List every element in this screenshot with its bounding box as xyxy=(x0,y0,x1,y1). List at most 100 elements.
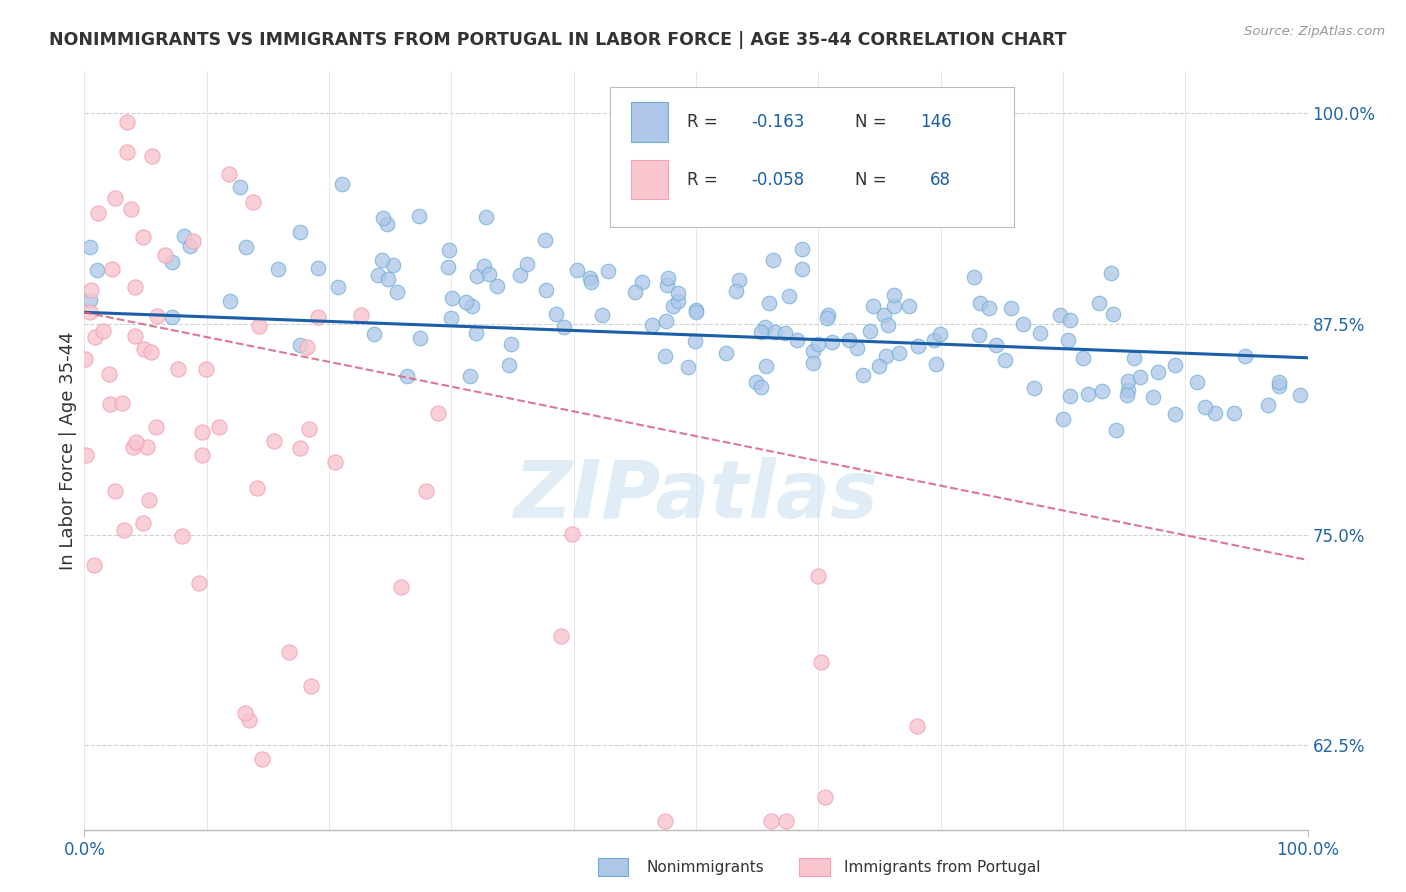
Point xyxy=(104,191,127,205)
Point xyxy=(458,368,481,383)
Point xyxy=(883,288,905,302)
Point xyxy=(654,314,676,328)
Point xyxy=(887,346,910,360)
Point xyxy=(977,301,1000,315)
Point xyxy=(377,217,399,231)
Point xyxy=(758,296,780,310)
Point xyxy=(456,294,478,309)
Point xyxy=(101,261,124,276)
Point xyxy=(591,308,613,322)
Point xyxy=(191,448,214,462)
Point xyxy=(662,299,685,313)
Point xyxy=(553,320,575,334)
Point xyxy=(1267,379,1289,393)
Point xyxy=(963,270,986,285)
Point xyxy=(561,527,583,541)
Point xyxy=(924,357,946,371)
Point xyxy=(426,406,449,420)
Text: NONIMMIGRANTS VS IMMIGRANTS FROM PORTUGAL IN LABOR FORCE | AGE 35-44 CORRELATION: NONIMMIGRANTS VS IMMIGRANTS FROM PORTUGA… xyxy=(49,31,1067,49)
Point xyxy=(801,356,824,370)
Point xyxy=(218,167,240,181)
Point xyxy=(307,260,329,275)
Point xyxy=(86,263,108,277)
Point xyxy=(1071,351,1094,365)
Point xyxy=(1012,318,1035,332)
Point xyxy=(267,262,290,277)
Point xyxy=(1122,351,1144,366)
Point xyxy=(533,233,555,247)
Text: Nonimmigrants: Nonimmigrants xyxy=(647,860,765,874)
Point xyxy=(75,448,97,462)
Point xyxy=(654,349,676,363)
Point xyxy=(728,273,751,287)
Point xyxy=(1187,375,1209,389)
Point xyxy=(792,261,814,276)
Point xyxy=(155,248,177,262)
Text: N =: N = xyxy=(855,170,887,189)
Point xyxy=(499,337,522,351)
Point xyxy=(498,358,520,372)
Point xyxy=(382,258,405,272)
Point xyxy=(596,263,619,277)
Point xyxy=(821,335,844,350)
Point xyxy=(298,422,321,436)
Point xyxy=(778,289,800,303)
Point xyxy=(141,148,163,162)
Point xyxy=(437,260,460,274)
Text: Source: ZipAtlas.com: Source: ZipAtlas.com xyxy=(1244,25,1385,38)
Point xyxy=(1028,326,1050,341)
Point xyxy=(685,304,707,318)
Point xyxy=(135,440,157,454)
Point xyxy=(124,280,146,294)
Point xyxy=(676,359,699,374)
Point xyxy=(516,258,538,272)
Point xyxy=(195,361,218,376)
Point xyxy=(852,368,875,382)
Point xyxy=(877,318,900,333)
Point xyxy=(1000,301,1022,315)
Point xyxy=(714,346,737,360)
Point xyxy=(125,434,148,449)
Point xyxy=(862,299,884,313)
Point xyxy=(1142,390,1164,404)
Point xyxy=(288,441,311,455)
Point xyxy=(907,719,929,733)
Point xyxy=(478,268,501,282)
Point xyxy=(814,789,837,804)
Point xyxy=(544,307,567,321)
Point xyxy=(131,516,153,530)
Point xyxy=(1099,266,1122,280)
Point xyxy=(112,523,135,537)
Point xyxy=(79,305,101,319)
Point xyxy=(641,318,664,332)
Point xyxy=(461,299,484,313)
Point xyxy=(87,206,110,220)
Text: R =: R = xyxy=(688,170,718,189)
Point xyxy=(464,326,486,340)
Point xyxy=(233,706,256,720)
Text: -0.058: -0.058 xyxy=(751,170,804,189)
Point xyxy=(238,713,260,727)
Point xyxy=(1204,406,1226,420)
Point xyxy=(79,240,101,254)
Point xyxy=(474,260,496,274)
Point xyxy=(80,283,103,297)
Point xyxy=(536,283,558,297)
Point xyxy=(1147,365,1170,379)
Point xyxy=(299,679,322,693)
Point xyxy=(509,268,531,282)
Point xyxy=(181,235,204,249)
Point xyxy=(218,293,240,308)
Point xyxy=(775,326,797,341)
Point xyxy=(875,349,897,363)
Point xyxy=(139,345,162,359)
Point xyxy=(1049,308,1071,322)
Point xyxy=(815,311,838,326)
Point xyxy=(247,318,270,333)
Point xyxy=(724,285,747,299)
Point xyxy=(762,252,785,267)
Point xyxy=(91,324,114,338)
Point xyxy=(1088,296,1111,310)
Point xyxy=(439,243,461,257)
Point xyxy=(801,344,824,359)
